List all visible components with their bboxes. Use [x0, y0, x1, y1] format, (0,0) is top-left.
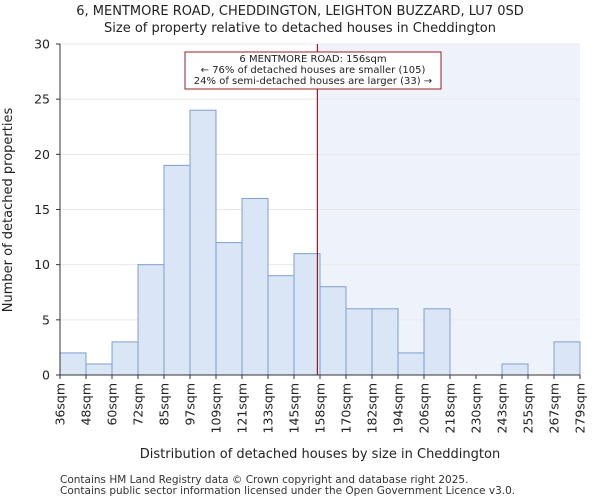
bar-182sqm — [371, 308, 399, 376]
x-tick-label: 170sqm — [339, 383, 354, 433]
bar-97sqm — [189, 109, 217, 376]
annotation-line-3: 24% of semi-detached houses are larger (… — [194, 76, 432, 87]
x-tick-label: 206sqm — [417, 383, 432, 433]
footer-line-1: Contains HM Land Registry data © Crown c… — [60, 474, 468, 486]
x-ticks: 36sqm 48sqm 60sqm 72sqm 85sqm 97sqm 109sqm 121s… — [53, 375, 588, 433]
bar-72sqm — [137, 264, 165, 376]
footer-line-2: Contains public sector information licen… — [60, 485, 515, 497]
annotation-box: 6 MENTMORE ROAD: 156sqm ← 76% of detache… — [184, 51, 442, 90]
annotation-line-1: 6 MENTMORE ROAD: 156sqm — [239, 54, 386, 65]
y-tick-label: 15 — [34, 202, 50, 217]
bars — [59, 109, 581, 376]
bar-85sqm — [163, 164, 191, 376]
x-tick-label: 267sqm — [547, 383, 562, 433]
bar-36sqm — [59, 352, 87, 376]
x-tick-label: 145sqm — [287, 383, 302, 433]
bar-48sqm — [85, 363, 113, 376]
x-tick-label: 279sqm — [573, 383, 588, 433]
x-tick-label: 48sqm — [79, 383, 94, 426]
x-tick-label: 121sqm — [235, 383, 250, 433]
x-tick-label: 230sqm — [469, 383, 484, 433]
x-tick-label: 72sqm — [131, 383, 146, 426]
y-tick-label: 20 — [34, 147, 50, 162]
bar-158sqm — [319, 286, 347, 376]
x-axis-label: Distribution of detached houses by size … — [140, 447, 500, 462]
x-tick-label: 194sqm — [391, 383, 406, 433]
bar-170sqm — [345, 308, 373, 376]
x-tick-label: 133sqm — [261, 383, 276, 433]
y-tick-label: 30 — [34, 37, 50, 52]
chart-subtitle: Size of property relative to detached ho… — [104, 21, 496, 36]
x-tick-label: 255sqm — [521, 383, 536, 433]
x-tick-label: 182sqm — [365, 383, 380, 433]
bar-206sqm — [423, 308, 451, 376]
x-tick-label: 85sqm — [157, 383, 172, 426]
bar-145sqm — [293, 253, 321, 376]
y-tick-label: 0 — [42, 368, 50, 383]
chart-title: 6, MENTMORE ROAD, CHEDDINGTON, LEIGHTON … — [76, 4, 524, 19]
y-ticks: 0 5 10 15 20 25 30 — [34, 37, 60, 383]
bar-243sqm — [501, 363, 529, 376]
bar-60sqm — [111, 341, 139, 376]
y-axis-label: Number of detached properties — [1, 108, 16, 313]
x-tick-label: 97sqm — [183, 383, 198, 426]
x-tick-label: 243sqm — [495, 383, 510, 433]
x-tick-label: 218sqm — [443, 383, 458, 433]
y-tick-label: 5 — [42, 312, 50, 327]
x-tick-label: 60sqm — [105, 383, 120, 426]
bar-109sqm — [215, 242, 243, 376]
y-tick-label: 10 — [34, 257, 50, 272]
x-tick-label: 158sqm — [313, 383, 328, 433]
x-tick-label: 36sqm — [53, 383, 68, 426]
bar-194sqm — [397, 352, 425, 376]
bar-121sqm — [241, 197, 269, 376]
y-tick-label: 25 — [34, 92, 50, 107]
annotation-line-2: ← 76% of detached houses are smaller (10… — [201, 65, 426, 76]
x-tick-label: 109sqm — [209, 383, 224, 433]
bar-267sqm — [553, 341, 581, 376]
bar-133sqm — [267, 275, 295, 376]
